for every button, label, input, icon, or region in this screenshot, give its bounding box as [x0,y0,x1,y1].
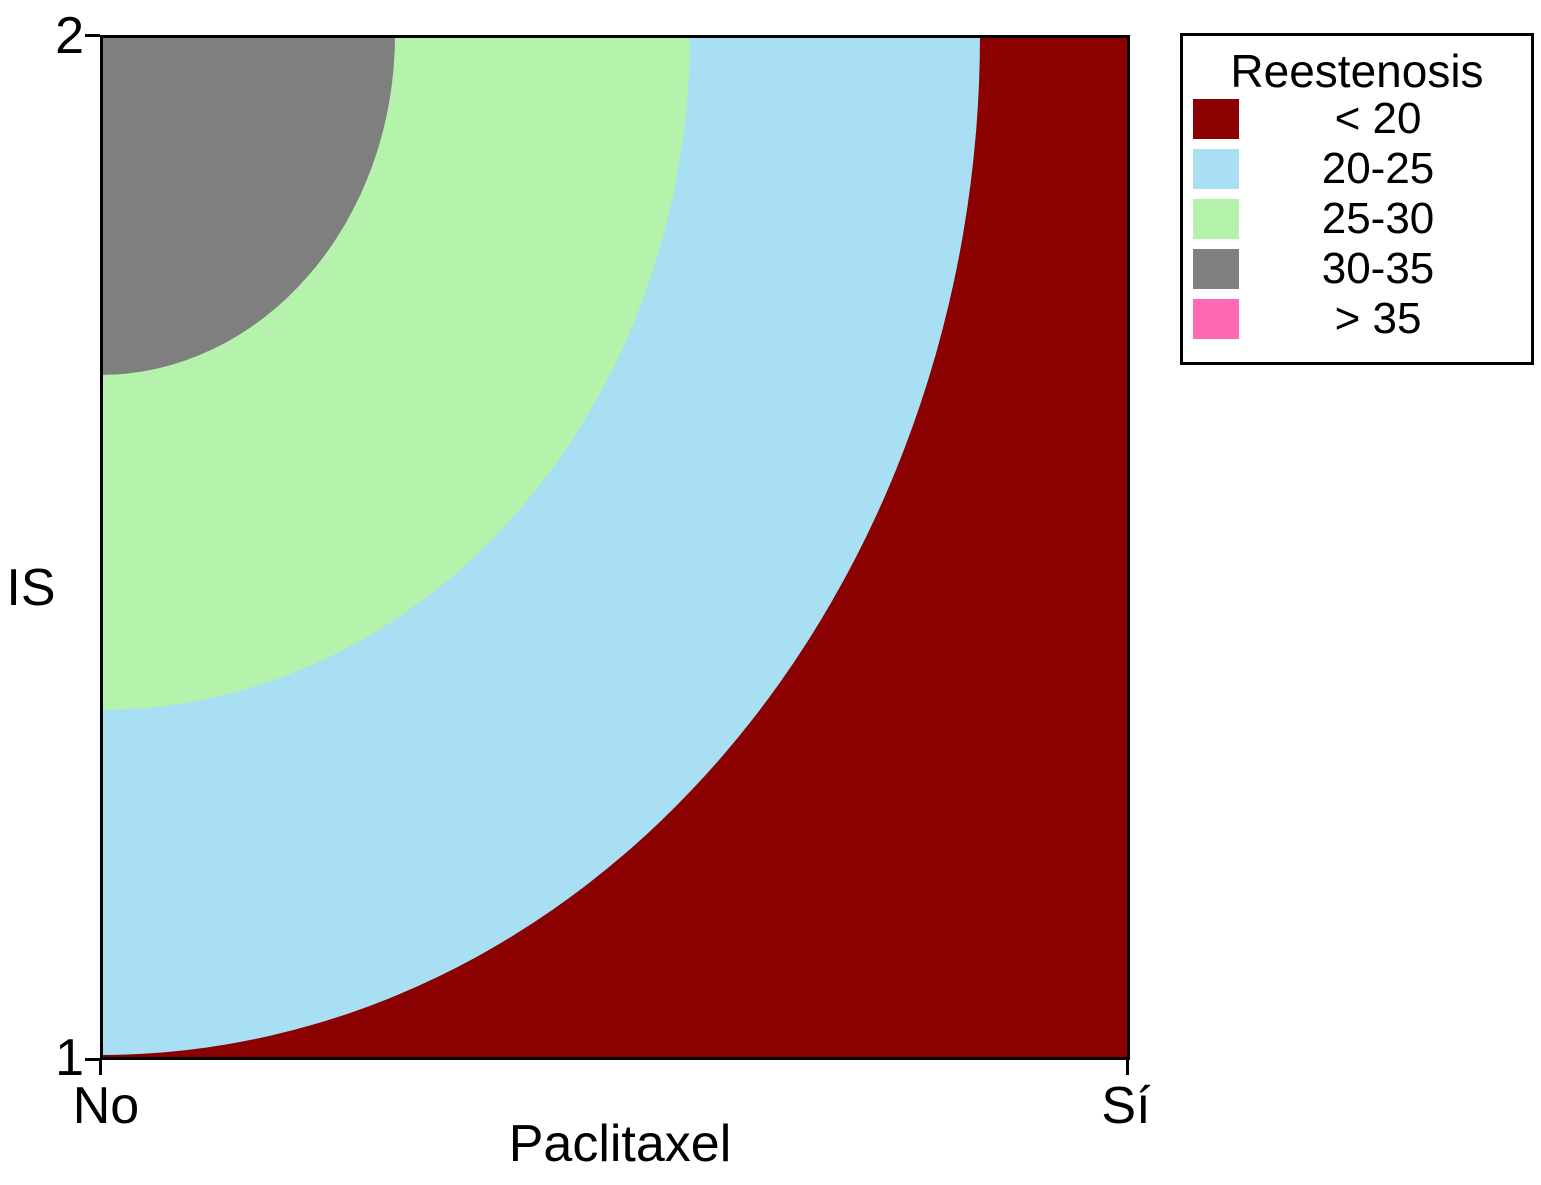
y-axis-label: IS [6,559,56,617]
legend-swatch-lt-20 [1193,99,1239,139]
x-tick-right [1126,1060,1129,1075]
legend-row-gt-35: > 35 [1183,294,1531,344]
legend-row-30-35: 30-35 [1183,244,1531,294]
x-tick-label-no: No [72,1077,140,1135]
plot-area [100,35,1130,1060]
legend: Reestenosis < 20 20-25 25-30 30-35 > 35 [1180,33,1534,365]
x-axis-label: Paclitaxel [508,1115,732,1173]
plot-frame [100,35,1130,1060]
y-tick-label-2: 2 [55,7,84,65]
legend-label-gt-35: > 35 [1334,294,1422,343]
legend-row-25-30: 25-30 [1183,194,1531,244]
legend-label-20-25: 20-25 [1321,144,1435,193]
legend-label-25-30: 25-30 [1321,194,1435,243]
legend-label-30-35: 30-35 [1321,244,1435,293]
legend-swatch-25-30 [1193,199,1239,239]
legend-row-lt-20: < 20 [1183,94,1531,144]
legend-swatch-20-25 [1193,149,1239,189]
y-tick-label-1: 1 [55,1029,84,1087]
y-tick-top [85,34,100,37]
legend-row-20-25: 20-25 [1183,144,1531,194]
x-tick-left [99,1060,102,1075]
band-30-35 [100,35,395,375]
y-tick-bottom [85,1058,100,1061]
legend-swatch-gt-35 [1193,299,1239,339]
legend-swatch-30-35 [1193,249,1239,289]
legend-title: Reestenosis [1230,45,1484,97]
x-tick-label-si: Sí [1101,1077,1151,1135]
legend-label-lt-20: < 20 [1334,94,1422,143]
